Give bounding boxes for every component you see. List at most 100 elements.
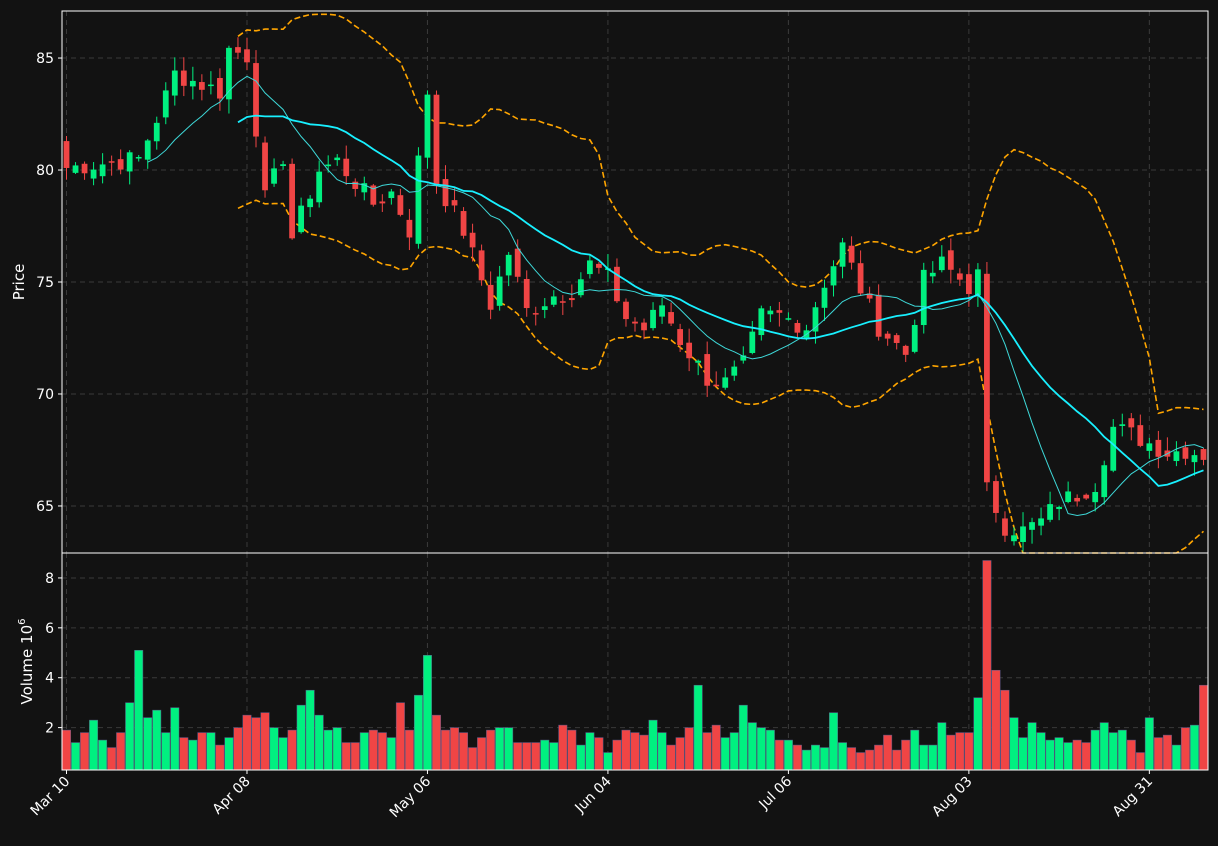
volume-bar [179,737,189,771]
candle-up [496,276,503,306]
candle-up [586,260,593,275]
candle-up [812,307,819,332]
candle-up [316,171,323,203]
price-tick-label: 65 [36,499,54,515]
candle-up [830,266,837,286]
volume-bar [1190,724,1199,771]
volume-bar [377,732,387,771]
candle-up [911,324,918,352]
candle-down [568,298,575,301]
candle-down [379,201,386,204]
volume-bar [161,732,171,771]
candle-up [740,355,747,361]
candle-up [1056,506,1062,510]
volume-bar [576,744,586,771]
candle-down [81,163,88,174]
candle-down [875,294,882,337]
candle-down [848,245,855,263]
volume-bar [792,744,802,771]
volume-bar [62,729,71,771]
candle-up [1119,424,1126,426]
candle-down [180,70,187,86]
candle-up [415,155,422,244]
volume-bar [783,739,793,771]
volume-panel-frame [61,552,1209,771]
volume-bar [143,717,153,771]
volume-bar [422,655,432,771]
volume-bar [260,712,270,771]
volume-bar [206,732,216,771]
volume-bar [711,724,721,771]
volume-bar [1144,717,1154,771]
volume-bar [278,737,288,771]
candle-up [1011,535,1017,542]
candle-up [361,183,368,193]
volume-bar [305,689,315,771]
candle-down [1200,449,1207,460]
candle-up [749,331,756,353]
volume-bar [495,727,505,771]
candle-up [307,198,314,208]
volume-bar [233,727,243,771]
candle-down [198,82,205,90]
volume-axis-label-text: Volume 10 [18,625,36,705]
volume-bar [549,742,559,771]
volume-bar [919,744,929,771]
volume-bar [242,714,252,771]
volume-bar [666,744,676,771]
volume-bar [801,749,811,771]
price-axis-label: Price [10,264,28,301]
volume-bar [756,727,766,771]
candle-up [541,306,548,310]
candle-down [713,384,720,387]
volume-bar [1063,742,1073,771]
candle-down [117,159,124,170]
candle-down [794,323,801,333]
candle-down [965,274,972,295]
candle-up [226,47,232,100]
price-tick-label: 75 [36,275,54,291]
candle-up [334,157,341,161]
volume-bar [441,729,450,771]
volume-bar [287,729,297,771]
volume-bar [1135,752,1145,771]
volume-bar [955,732,965,771]
volume-bar [531,742,541,771]
volume-tick-label: 6 [45,621,54,637]
candle-down [857,263,864,294]
long-moving-average-line [237,114,1204,487]
volume-bar [684,727,694,771]
candle-up [144,140,151,160]
candle-up [189,80,196,87]
candle-up [839,242,846,267]
volume-bar [504,727,514,771]
candle-up [785,318,792,320]
candle-up [90,169,97,179]
volume-bar [675,737,685,771]
volume-bar [269,727,279,771]
volume-bar [892,749,902,771]
candle-down [884,333,891,339]
candle-up [72,165,79,173]
candle-down [632,321,638,324]
candle-up [920,269,927,326]
volume-bar [1072,739,1082,771]
upper-band-line [237,13,1204,415]
candle-down [668,312,674,324]
volume-bar [1045,739,1055,771]
candle-up [1110,426,1117,471]
volume-bar [856,752,866,771]
volume-bar [558,724,568,771]
candle-down [947,250,954,270]
candle-down [596,263,602,268]
candle-up [298,205,305,233]
volume-bar [170,707,180,771]
volume-bar [314,714,324,771]
candle-up [1173,451,1180,462]
candle-down [614,266,620,302]
volume-bar [134,650,144,771]
candle-down [253,63,259,137]
volume-bar [71,742,80,771]
